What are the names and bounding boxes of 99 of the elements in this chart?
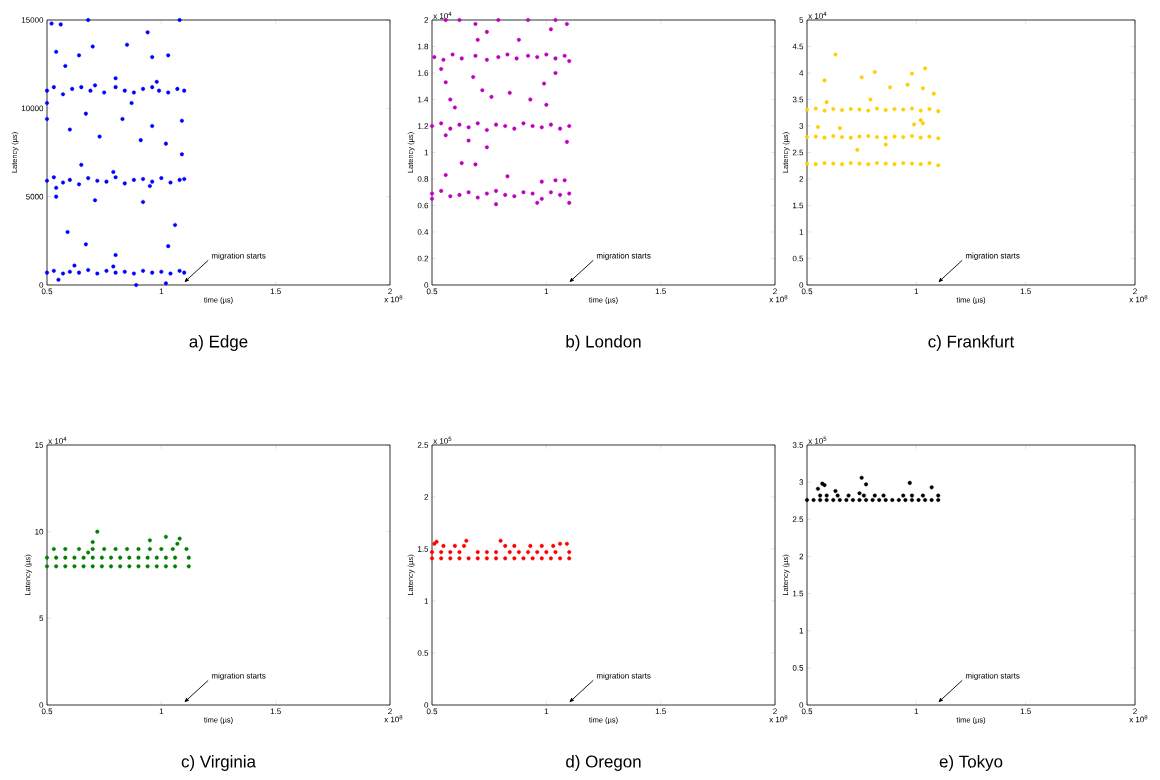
text: c) Frankfurt [928,335,1015,351]
point [163,534,168,539]
point [535,550,540,555]
point [81,555,86,560]
point [102,547,107,551]
point [430,556,434,561]
point [90,547,95,551]
point [175,541,180,546]
point [539,556,544,561]
point [475,550,480,555]
point [177,536,182,541]
point [99,564,104,569]
point [154,564,159,569]
point [72,564,77,569]
point [457,550,462,555]
point [530,556,535,561]
point [99,555,104,560]
point [567,550,572,555]
point [90,555,95,560]
point [466,556,471,561]
point [147,547,152,551]
point [503,556,508,561]
point [170,547,175,551]
point [90,540,95,545]
point [113,547,118,551]
point [448,550,453,555]
point [457,556,462,561]
point [484,556,489,561]
point [154,555,159,560]
text: c) Virginia [181,755,256,771]
point [54,564,59,569]
point [551,543,556,548]
point [63,547,68,551]
point [72,555,77,560]
point [173,555,178,560]
text: a) Edge [189,335,248,351]
point [81,564,86,569]
point [109,564,114,569]
point [173,564,178,569]
point [45,555,49,560]
point [439,550,444,555]
point [184,547,189,551]
point [118,564,123,569]
point [512,543,517,548]
point [441,543,446,548]
point [439,556,444,561]
point [503,543,508,548]
point [136,555,141,560]
point [539,543,544,548]
point [109,555,114,560]
point [528,543,533,548]
point [558,541,563,546]
point [125,547,130,551]
point [90,564,95,569]
point [95,529,100,534]
point [558,556,563,561]
point [54,555,59,560]
point [159,547,164,551]
point [498,538,503,543]
point [51,547,56,551]
point [145,564,150,569]
point [118,555,123,560]
point [512,556,517,561]
point [145,555,150,560]
point [86,550,91,555]
point [186,555,191,560]
point [494,556,499,561]
point [507,550,512,555]
point [553,550,558,555]
point [475,556,480,561]
point [464,538,469,543]
point [448,556,453,561]
point [544,550,549,555]
point [516,550,521,555]
point [163,564,168,569]
text: b) London [566,335,641,351]
point [163,555,168,560]
point [147,538,152,543]
point [186,564,191,569]
point [63,564,68,569]
point [567,556,572,561]
point [484,550,489,555]
point [136,547,141,551]
point [526,550,531,555]
point [45,564,49,569]
text: d) Oregon [566,755,641,771]
point [564,541,569,546]
point [521,556,526,561]
point [548,556,553,561]
point [462,543,467,548]
point [63,555,68,560]
point [136,564,141,569]
text: e) Tokyo [939,755,1003,771]
point [127,564,132,569]
point [77,547,82,551]
point [430,550,434,555]
point [127,555,132,560]
point [452,543,457,548]
point [494,550,499,555]
